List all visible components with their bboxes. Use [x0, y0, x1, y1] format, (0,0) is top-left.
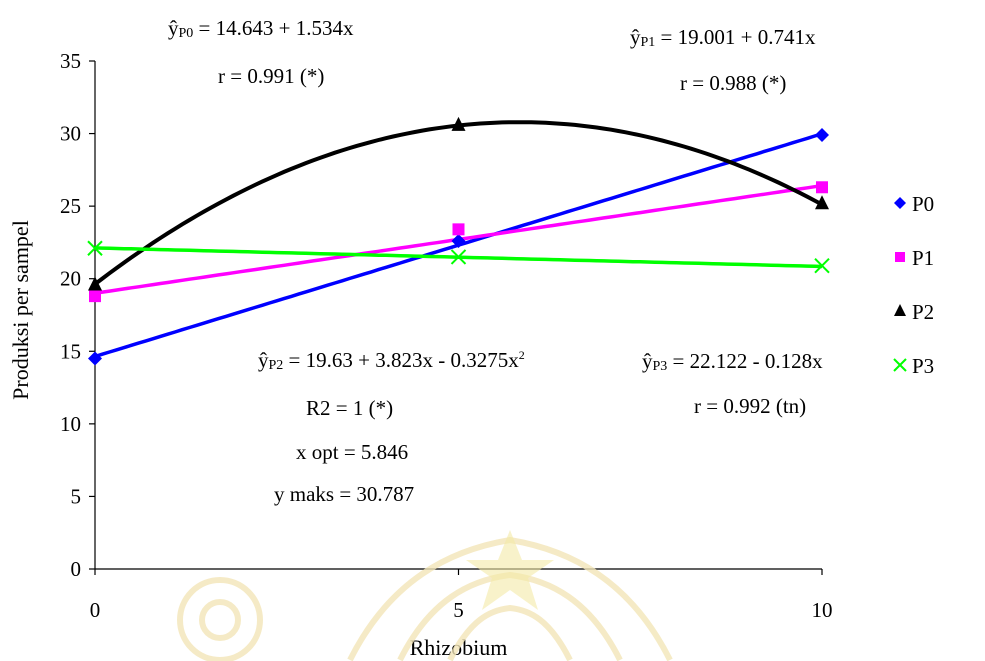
p0-r-value: r = 0.991 (*) [218, 66, 324, 87]
y-tick-label: 10 [60, 412, 81, 436]
y-tick-label: 25 [60, 194, 81, 218]
point-p0-2 [815, 128, 829, 142]
p3-equation: ŷP3 = 22.122 - 0.128x [642, 351, 823, 374]
point-p1-0 [89, 290, 101, 302]
legend-marker-p1 [895, 252, 905, 262]
legend-marker-p0 [894, 197, 906, 209]
p2-r2-value: R2 = 1 (*) [306, 398, 393, 419]
p2-x-opt: x opt = 5.846 [296, 442, 408, 463]
p0-equation: ŷP0 = 14.643 + 1.534x [168, 18, 353, 41]
legend-label-p1: P1 [912, 246, 934, 270]
p2-equation: ŷP2 = 19.63 + 3.823x - 0.3275x2 [258, 349, 525, 373]
p2-y-maks: y maks = 30.787 [274, 484, 414, 505]
point-p1-2 [816, 181, 828, 193]
y-tick-label: 35 [60, 49, 81, 73]
legend-marker-p2 [894, 304, 906, 316]
p1-equation: ŷP1 = 19.001 + 0.741x [630, 27, 815, 50]
y-tick-label: 0 [71, 557, 82, 581]
watermark-emblem [150, 520, 850, 661]
y-tick-label: 5 [71, 484, 82, 508]
legend-label-p2: P2 [912, 300, 934, 324]
legend-marker-p3 [894, 359, 906, 371]
x-tick-label: 0 [90, 598, 101, 622]
legend-label-p0: P0 [912, 192, 934, 216]
p1-r-value: r = 0.988 (*) [680, 73, 786, 94]
y-tick-label: 15 [60, 339, 81, 363]
y-tick-label: 20 [60, 267, 81, 291]
y-tick-label: 30 [60, 122, 81, 146]
p3-r-value: r = 0.992 (tn) [694, 396, 806, 417]
legend-label-p3: P3 [912, 354, 934, 378]
data-markers [88, 117, 829, 366]
legend: P0 P1 P2 P3 [894, 192, 934, 378]
y-axis-title: Produksi per sampel [8, 220, 33, 400]
point-p1-1 [453, 223, 465, 235]
